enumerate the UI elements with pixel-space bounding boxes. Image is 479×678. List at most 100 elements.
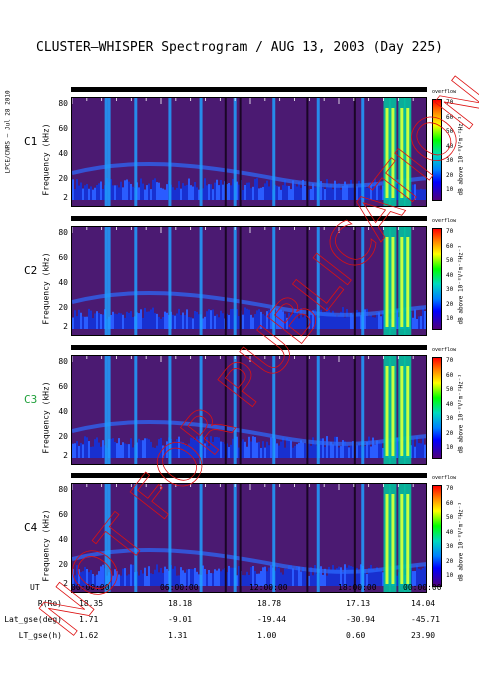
low-frequency-emission <box>126 311 128 329</box>
low-frequency-emission <box>222 569 224 586</box>
low-frequency-emission <box>418 568 420 586</box>
plasma-line-trace <box>72 290 426 317</box>
low-frequency-emission <box>252 317 254 329</box>
ephemeris-row-label: R(Re) <box>37 599 62 608</box>
low-frequency-emission <box>220 441 222 458</box>
low-frequency-emission <box>270 437 272 458</box>
low-frequency-emission <box>124 317 126 329</box>
low-frequency-emission <box>262 314 264 329</box>
y-tick-label: 60 <box>58 510 68 519</box>
low-frequency-emission <box>126 575 128 586</box>
low-frequency-emission <box>256 178 258 200</box>
low-frequency-emission <box>112 185 114 200</box>
low-frequency-emission <box>320 566 322 586</box>
data-availability-bar <box>71 345 427 350</box>
data-gap <box>239 484 242 592</box>
low-frequency-emission <box>236 181 238 200</box>
low-frequency-emission <box>412 438 414 458</box>
low-frequency-emission <box>166 441 168 458</box>
low-frequency-emission <box>94 187 96 200</box>
low-frequency-emission <box>120 444 122 458</box>
low-frequency-emission <box>286 437 288 458</box>
low-frequency-emission <box>336 436 338 458</box>
low-frequency-emission <box>86 316 88 329</box>
low-frequency-emission <box>172 187 174 200</box>
low-frequency-emission <box>268 567 270 586</box>
low-frequency-emission <box>308 310 310 329</box>
low-frequency-emission <box>268 445 270 458</box>
low-frequency-emission <box>298 442 300 458</box>
low-frequency-emission <box>320 181 322 200</box>
data-gap <box>353 356 356 464</box>
low-frequency-emission <box>110 314 112 329</box>
colorbar-overflow-label: overflow <box>432 218 457 224</box>
low-frequency-emission <box>72 568 74 586</box>
low-frequency-emission <box>204 443 206 458</box>
colorbar-tick-label: 50 <box>446 257 454 264</box>
low-frequency-emission <box>130 183 132 200</box>
ephemeris-value: 1.00 <box>257 631 277 640</box>
low-frequency-emission <box>424 311 426 329</box>
low-frequency-emission <box>92 446 94 458</box>
low-frequency-emission <box>140 309 142 329</box>
low-frequency-emission <box>212 573 214 586</box>
low-frequency-emission <box>284 179 286 200</box>
low-frequency-emission <box>350 179 352 200</box>
low-frequency-emission <box>352 314 354 329</box>
low-frequency-emission <box>290 189 292 200</box>
low-frequency-emission <box>382 185 384 200</box>
low-frequency-emission <box>330 441 332 458</box>
emission-band <box>134 227 138 335</box>
low-frequency-emission <box>332 444 334 458</box>
low-frequency-emission <box>88 188 90 200</box>
low-frequency-emission <box>300 440 302 458</box>
y-tick-label: 20 <box>58 560 68 569</box>
low-frequency-emission <box>228 182 230 200</box>
x-tick-label: 00:00:00 <box>403 583 442 592</box>
colorbar-tick-label: 30 <box>446 286 454 293</box>
colorbar-tick-label: 70 <box>446 99 454 106</box>
low-frequency-emission <box>376 567 378 586</box>
emission-band <box>316 484 320 592</box>
spectrogram-plot <box>71 97 427 207</box>
low-frequency-emission <box>188 443 190 458</box>
low-frequency-emission <box>100 181 102 200</box>
low-frequency-emission <box>324 446 326 458</box>
low-frequency-emission <box>210 184 212 200</box>
low-frequency-emission <box>288 565 290 586</box>
low-frequency-emission <box>374 444 376 458</box>
emission-band <box>361 356 365 464</box>
low-frequency-emission <box>78 445 80 458</box>
y-tick-label: 2 <box>63 579 68 588</box>
low-frequency-emission <box>336 316 338 329</box>
low-frequency-emission <box>226 313 228 329</box>
low-frequency-emission <box>122 568 124 586</box>
low-frequency-emission <box>344 441 346 458</box>
low-frequency-emission <box>188 569 190 586</box>
low-frequency-emission <box>358 311 360 329</box>
low-frequency-emission <box>372 317 374 329</box>
emission-band <box>199 356 203 464</box>
low-frequency-emission <box>164 445 166 458</box>
low-frequency-emission <box>418 316 420 329</box>
low-frequency-emission <box>232 438 234 458</box>
low-frequency-emission <box>310 188 312 200</box>
low-frequency-emission <box>202 318 204 329</box>
data-gap <box>353 98 356 206</box>
low-frequency-emission <box>210 310 212 329</box>
low-frequency-emission <box>270 308 272 329</box>
low-frequency-emission <box>374 317 376 329</box>
data-availability-bar <box>71 473 427 478</box>
low-frequency-emission <box>358 572 360 586</box>
low-frequency-emission <box>210 436 212 458</box>
low-frequency-emission <box>250 441 252 458</box>
low-frequency-emission <box>310 445 312 458</box>
emission-band-core <box>391 494 395 584</box>
low-frequency-emission <box>324 189 326 200</box>
low-frequency-emission <box>422 438 424 458</box>
y-tick-label: 20 <box>58 432 68 441</box>
low-frequency-emission <box>382 572 384 586</box>
ephemeris-value: 23.90 <box>411 631 436 640</box>
low-frequency-emission <box>214 182 216 200</box>
low-frequency-emission <box>232 178 234 200</box>
